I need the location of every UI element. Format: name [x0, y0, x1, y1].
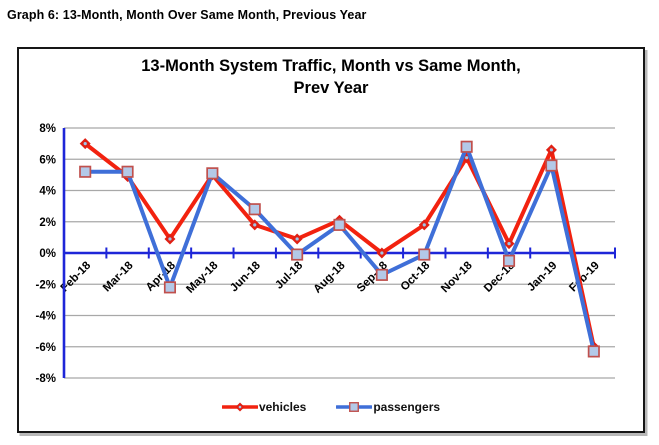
x-axis-tick-label: Aug-18 — [312, 259, 348, 295]
x-axis-tick-label: Mar-18 — [101, 259, 136, 294]
y-axis-tick-label: 4% — [39, 186, 56, 198]
vehicles-marker-dot-icon — [253, 223, 257, 227]
legend-item-vehicles: vehicles — [221, 400, 307, 414]
passengers-marker-icon — [206, 167, 219, 180]
vehicles-legend-swatch-icon — [221, 402, 258, 412]
x-axis-tick-label: Jul-18 — [273, 259, 305, 291]
passengers-marker-icon — [333, 218, 346, 231]
passengers-line — [83, 144, 596, 354]
y-axis-tick-label: 6% — [39, 154, 56, 166]
chart-title: 13-Month System Traffic, Month vs Same M… — [19, 56, 643, 100]
passengers-marker-icon — [502, 254, 516, 267]
y-axis-tick-label: 2% — [39, 217, 56, 229]
vehicles-marker-dot-icon — [238, 405, 242, 409]
y-axis-tick-label: -6% — [36, 342, 56, 354]
vehicles-marker-dot-icon — [507, 242, 511, 246]
passengers-marker-icon — [375, 268, 388, 281]
vehicles-marker-dot-icon — [422, 223, 426, 227]
y-axis-tick-label: -8% — [36, 373, 56, 385]
chart-frame: 13-Month System Traffic, Month vs Same M… — [17, 47, 645, 433]
passengers-marker-icon — [460, 140, 473, 153]
y-axis-tick-label: 8% — [39, 123, 56, 135]
legend-label-vehicles: vehicles — [258, 400, 307, 414]
y-axis-tick-label: -2% — [36, 279, 56, 291]
passengers-marker-icon — [248, 203, 261, 216]
chart-title-line2: Prev Year — [293, 78, 369, 97]
vehicles-marker-dot-icon — [295, 237, 299, 241]
passengers-marker-icon — [418, 248, 431, 261]
vehicles-marker-dot-icon — [380, 251, 384, 255]
x-axis-tick-label: Jun-18 — [228, 259, 263, 294]
passengers-marker-icon — [545, 159, 558, 172]
legend-item-passengers: passengers — [336, 400, 440, 414]
passengers-marker-icon — [163, 281, 177, 294]
vehicles-marker-dot-icon — [168, 237, 172, 241]
legend-label-passengers: passengers — [373, 400, 441, 414]
passengers-marker-icon — [79, 165, 92, 178]
vehicles-marker-dot-icon — [83, 142, 87, 146]
y-axis-tick-label: 0% — [39, 248, 56, 260]
chart-plot-area: 8%6%4%2%0%-2%-4%-6%-8%Feb-18 Mar-18 Apr-18… — [36, 123, 616, 385]
document-heading: Graph 6: 13-Month, Month Over Same Month… — [7, 8, 367, 22]
chart-legend: vehicles passengers — [19, 400, 643, 414]
passengers-marker-icon — [349, 402, 360, 412]
vehicles-marker-dot-icon — [549, 148, 554, 152]
passengers-marker-icon — [121, 165, 134, 178]
passengers-marker-icon — [587, 345, 600, 358]
passengers-marker-icon — [291, 248, 304, 261]
chart-title-line1: 13-Month System Traffic, Month vs Same M… — [141, 57, 521, 75]
y-axis-tick-label: -4% — [36, 311, 56, 323]
vehicles-marker-dot-icon — [465, 156, 469, 160]
passengers-legend-swatch-icon — [336, 402, 373, 412]
x-axis-tick-label: May-18 — [184, 259, 220, 295]
x-axis-tick-label: Nov-18 — [439, 259, 475, 295]
x-axis-tick-label: Jan-19 — [525, 260, 559, 294]
